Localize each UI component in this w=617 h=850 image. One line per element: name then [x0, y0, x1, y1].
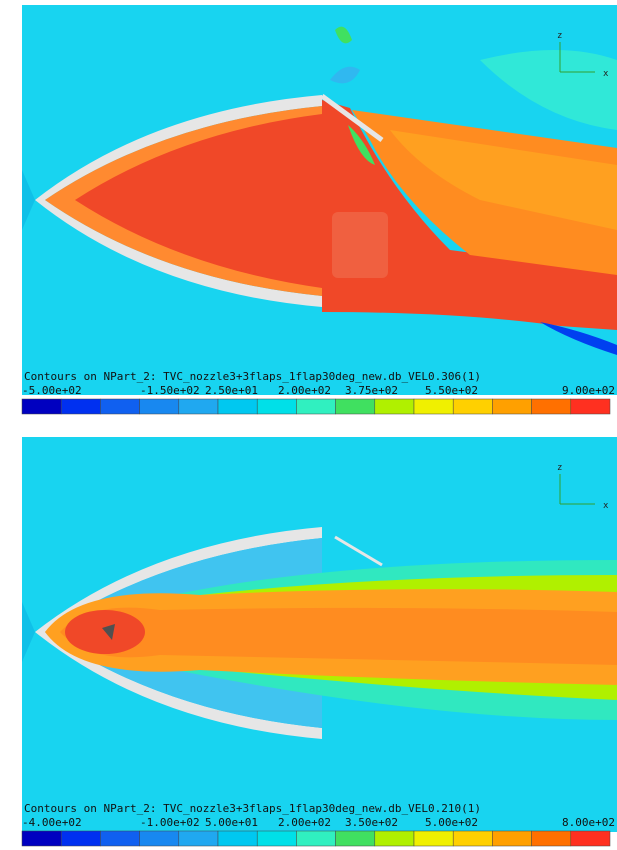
colorbar-swatch [336, 399, 375, 414]
colorbar-swatch [375, 831, 414, 846]
colorbar-swatch [257, 831, 296, 846]
colorbar-swatch [61, 831, 100, 846]
colorbar-label: 2.00e+02 [278, 384, 331, 397]
colorbar-swatch [22, 399, 61, 414]
contour-field [22, 437, 617, 832]
colorbar-swatch [61, 399, 100, 414]
colorbar-swatch [296, 399, 335, 414]
colorbar-label: 2.00e+02 [278, 816, 331, 829]
colorbar-label: 5.00e+02 [425, 816, 478, 829]
colorbar-swatch [336, 831, 375, 846]
colorbar-label: 5.00e+01 [205, 816, 258, 829]
colorbar-swatch [100, 399, 139, 414]
colorbar-swatch [140, 831, 179, 846]
colorbar-swatch [532, 399, 571, 414]
colorbar-swatch [571, 399, 610, 414]
colorbar-swatch [100, 831, 139, 846]
colorbar-label: 8.00e+02 [562, 816, 615, 829]
colorbar-label: -4.00e+02 [22, 816, 82, 829]
axis-label: x [603, 69, 609, 79]
colorbar-swatch [179, 399, 218, 414]
screenshot: z x Contours on NPart_2: TVC_nozzle3+3flap… [0, 0, 617, 850]
colorbar-label: 5.50e+02 [425, 384, 478, 397]
axis-label: z [557, 463, 562, 473]
colorbar-label: 9.00e+02 [562, 384, 615, 397]
colorbar-label: -5.00e+02 [22, 384, 82, 397]
colorbar-swatch [296, 831, 335, 846]
colorbar-swatch [179, 831, 218, 846]
colorbar-swatch [453, 399, 492, 414]
colorbar-swatch [571, 831, 610, 846]
colorbar-swatch [257, 399, 296, 414]
colorbar-swatch [218, 831, 257, 846]
colorbar-label: 3.75e+02 [345, 384, 398, 397]
axis-label: z [557, 31, 562, 41]
colorbar-swatch [22, 831, 61, 846]
colorbar-swatch [414, 831, 453, 846]
colorbar-swatch [492, 831, 531, 846]
colorbar-swatch [492, 399, 531, 414]
colorbar-swatch [140, 399, 179, 414]
colorbar-label: 2.50e+01 [205, 384, 258, 397]
colorbar-label: -1.00e+02 [140, 816, 200, 829]
colorbar-swatch [532, 831, 571, 846]
colorbar-label: -1.50e+02 [140, 384, 200, 397]
contour-field [22, 5, 617, 395]
colorbar-swatch [375, 399, 414, 414]
colorbar-swatch [218, 399, 257, 414]
colorbar-swatch [414, 399, 453, 414]
colorbar-label: 3.50e+02 [345, 816, 398, 829]
axis-label: x [603, 501, 609, 511]
caption: Contours on NPart_2: TVC_nozzle3+3flaps_… [24, 370, 481, 383]
caption: Contours on NPart_2: TVC_nozzle3+3flaps_… [24, 802, 481, 815]
colorbar-swatch [453, 831, 492, 846]
